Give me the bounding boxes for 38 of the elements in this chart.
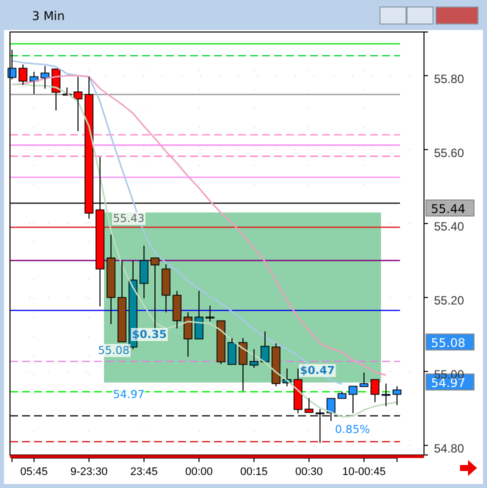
annotation: 55.43 — [113, 212, 144, 225]
y-tick-label: 55.80 — [434, 72, 464, 86]
candlestick — [40, 66, 50, 90]
candlestick — [294, 368, 302, 414]
chart-title: 3 Min — [32, 9, 65, 23]
candlestick — [250, 348, 258, 368]
y-tick-label: 55.60 — [434, 146, 464, 160]
line-series — [11, 84, 398, 418]
candlestick — [74, 76, 82, 132]
x-tick-label: 9-23:30 — [70, 466, 108, 478]
candlestick — [382, 383, 390, 407]
text: 55.08 — [431, 336, 466, 350]
candlestick — [172, 290, 182, 330]
candlestick — [272, 342, 280, 387]
x-tick-label: 00:30 — [295, 466, 323, 478]
candlestick — [392, 386, 402, 406]
annotation: $0.35 — [132, 328, 167, 341]
annotation: 55.08 — [98, 344, 130, 357]
annotation: 54.97 — [113, 388, 144, 401]
x-tick-label: 00:00 — [185, 466, 213, 478]
x-tick-label: 23:45 — [130, 466, 158, 478]
y-tick-label: 54.80 — [434, 442, 464, 456]
candlestick — [162, 264, 170, 313]
text: 55.44 — [431, 202, 466, 216]
x-tick-label: 10-00:45 — [342, 466, 386, 478]
candlestick — [106, 234, 116, 325]
line-series — [11, 60, 343, 385]
x-tick-label: 00:15 — [240, 466, 268, 478]
annotation: $0.47 — [300, 364, 335, 377]
x-tick-label: 05:45 — [20, 466, 48, 478]
candlestick — [206, 305, 214, 322]
y-tick-label: 55.20 — [434, 294, 464, 308]
annotation: 0.85% — [335, 423, 370, 436]
candlestick — [140, 245, 148, 299]
candlestick — [238, 338, 248, 392]
y-tick-label: 55.40 — [434, 220, 464, 234]
candlestick — [184, 312, 192, 358]
candlestick — [18, 64, 28, 86]
